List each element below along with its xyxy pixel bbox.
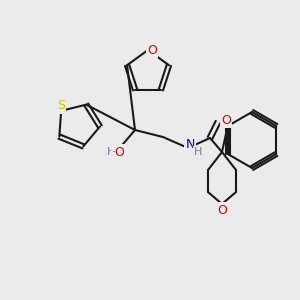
Text: N: N [185,139,195,152]
Text: H: H [194,147,202,157]
Text: ·O: ·O [112,146,126,158]
Text: O: O [221,113,231,127]
Text: S: S [57,99,65,112]
Text: O: O [217,203,227,217]
Text: O: O [147,44,157,56]
Text: H: H [107,147,115,157]
